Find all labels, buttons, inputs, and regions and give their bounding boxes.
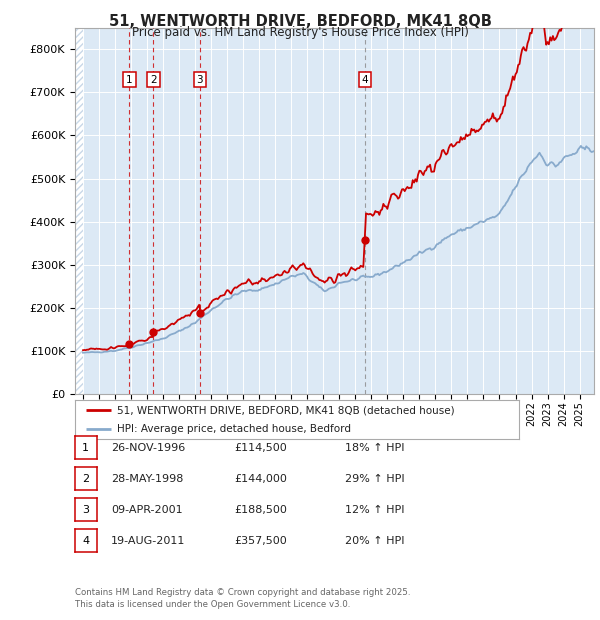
Text: 18% ↑ HPI: 18% ↑ HPI (345, 443, 404, 453)
Text: 4: 4 (362, 74, 368, 84)
Text: 20% ↑ HPI: 20% ↑ HPI (345, 536, 404, 546)
Text: 3: 3 (82, 505, 89, 515)
Text: 12% ↑ HPI: 12% ↑ HPI (345, 505, 404, 515)
Text: HPI: Average price, detached house, Bedford: HPI: Average price, detached house, Bedf… (117, 424, 351, 434)
Text: 09-APR-2001: 09-APR-2001 (111, 505, 182, 515)
Text: 1: 1 (82, 443, 89, 453)
Text: £114,500: £114,500 (234, 443, 287, 453)
Text: 3: 3 (197, 74, 203, 84)
Text: 4: 4 (82, 536, 89, 546)
Text: Price paid vs. HM Land Registry's House Price Index (HPI): Price paid vs. HM Land Registry's House … (131, 26, 469, 39)
Bar (75, 28, 83, 394)
Text: 29% ↑ HPI: 29% ↑ HPI (345, 474, 404, 484)
Text: Contains HM Land Registry data © Crown copyright and database right 2025.
This d: Contains HM Land Registry data © Crown c… (75, 588, 410, 609)
Text: £357,500: £357,500 (234, 536, 287, 546)
Text: 2: 2 (150, 74, 157, 84)
Text: 51, WENTWORTH DRIVE, BEDFORD, MK41 8QB (detached house): 51, WENTWORTH DRIVE, BEDFORD, MK41 8QB (… (117, 405, 455, 415)
Text: 1: 1 (126, 74, 133, 84)
Text: 51, WENTWORTH DRIVE, BEDFORD, MK41 8QB: 51, WENTWORTH DRIVE, BEDFORD, MK41 8QB (109, 14, 491, 29)
Text: 2: 2 (82, 474, 89, 484)
Text: 26-NOV-1996: 26-NOV-1996 (111, 443, 185, 453)
Text: 28-MAY-1998: 28-MAY-1998 (111, 474, 184, 484)
Text: £144,000: £144,000 (234, 474, 287, 484)
Text: £188,500: £188,500 (234, 505, 287, 515)
Text: 19-AUG-2011: 19-AUG-2011 (111, 536, 185, 546)
